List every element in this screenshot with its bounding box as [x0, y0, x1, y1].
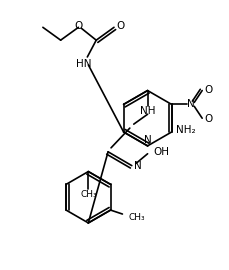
Text: N: N	[187, 99, 195, 109]
Text: O: O	[116, 21, 124, 31]
Text: CH₃: CH₃	[80, 190, 97, 199]
Text: NH₂: NH₂	[177, 125, 196, 135]
Text: N: N	[134, 161, 142, 171]
Text: O: O	[204, 85, 213, 94]
Text: O: O	[204, 114, 213, 124]
Text: OH: OH	[153, 147, 169, 157]
Text: O: O	[74, 21, 83, 31]
Text: N: N	[144, 135, 151, 145]
Text: CH₃: CH₃	[128, 214, 145, 222]
Text: HN: HN	[76, 59, 91, 69]
Text: NH: NH	[140, 106, 155, 116]
